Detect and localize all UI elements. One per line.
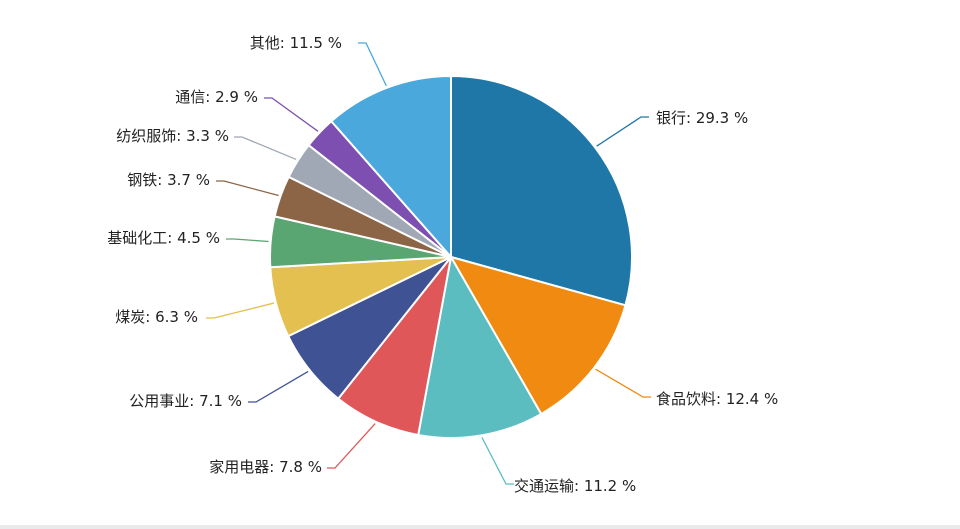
leader-line xyxy=(481,437,514,485)
leader-line xyxy=(248,370,309,403)
leader-line xyxy=(206,302,275,319)
pie-slice xyxy=(417,254,543,439)
slice-label: 食品饮料: 12.4 % xyxy=(656,390,778,408)
leader-line xyxy=(216,180,279,197)
slice-label: 银行: 29.3 % xyxy=(656,109,748,127)
pie-slice xyxy=(450,74,633,307)
leader-line xyxy=(358,42,387,87)
slice-label: 煤炭: 6.3 % xyxy=(115,308,198,326)
slice-label: 通信: 2.9 % xyxy=(175,88,258,106)
bottom-divider xyxy=(0,525,960,529)
leader-line xyxy=(226,238,269,243)
leader-line xyxy=(327,423,376,469)
slice-label: 基础化工: 4.5 % xyxy=(107,229,220,247)
slice-label: 其他: 11.5 % xyxy=(250,34,342,52)
leader-lines-layer xyxy=(206,42,651,485)
slice-label: 纺织服饰: 3.3 % xyxy=(116,127,229,145)
slice-label: 钢铁: 3.7 % xyxy=(127,171,210,189)
slice-label: 家用电器: 7.8 % xyxy=(209,458,322,476)
leader-line xyxy=(234,136,297,161)
labels-layer: 银行: 29.3 % 食品饮料: 12.4 % 交通运输: 11.2 % 家用电器: … xyxy=(107,34,778,495)
leader-line xyxy=(595,368,651,398)
slice-label: 公用事业: 7.1 % xyxy=(129,392,242,410)
leader-line xyxy=(264,97,319,132)
leader-line xyxy=(596,116,649,147)
pie-slice xyxy=(329,74,452,260)
slices-layer xyxy=(269,74,633,439)
pie-slice xyxy=(448,255,627,416)
slice-label: 交通运输: 11.2 % xyxy=(514,477,636,495)
